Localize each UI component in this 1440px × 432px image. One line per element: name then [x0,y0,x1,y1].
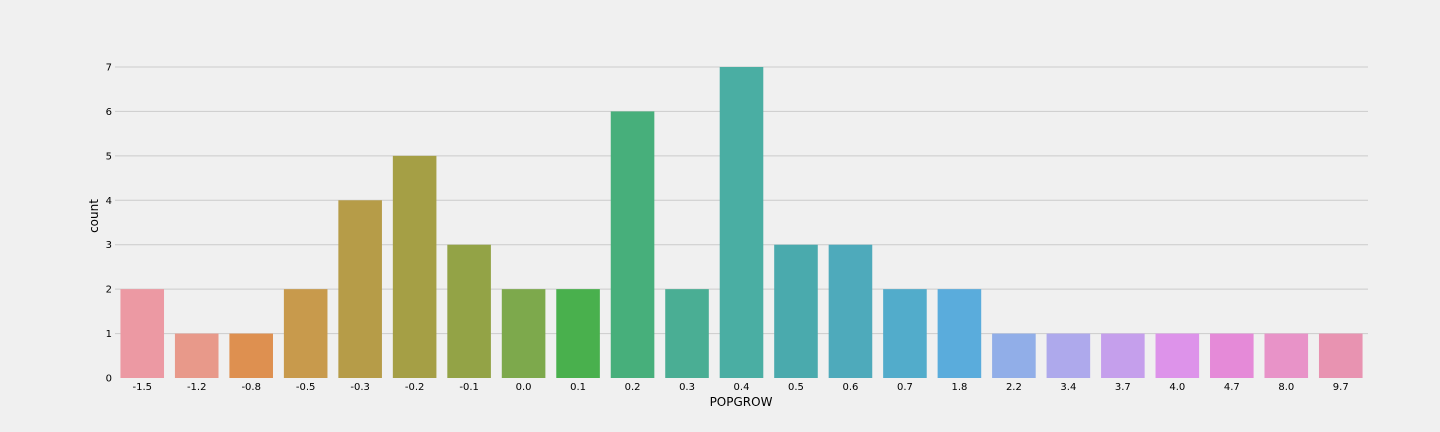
bar-0.0 [501,289,546,378]
x-tick-label: 0.4 [734,382,750,393]
y-tick-label: 6 [106,107,112,118]
x-tick-label: -0.3 [350,382,370,393]
y-tick-label: 7 [106,62,112,73]
bar-3.4 [1046,333,1091,378]
x-tick-label: 0.3 [679,382,695,393]
x-tick-label: -1.2 [187,382,207,393]
y-tick-label: 1 [106,329,112,340]
x-tick-labels: -1.5 -1.2 -0.8 -0.5 -0.3 -0.2 -0.1 0.0 0.1 0.2 0.3… [132,382,1348,393]
bar-2.2 [992,333,1036,378]
y-tick-labels: 0 1 2 3 4 5 6 7 [106,62,112,384]
bar-0.4 [719,66,764,379]
x-tick-label: 0.2 [625,382,641,393]
bar-0.5 [774,244,818,378]
bar-0.2 [610,111,655,379]
x-tick-label: 9.7 [1333,382,1349,393]
x-tick-label: -0.8 [241,382,261,393]
x-axis-label: POPGROW [710,395,773,409]
y-tick-label: 3 [106,240,112,251]
bar-9.7 [1318,333,1363,378]
x-tick-label: 1.8 [951,382,967,393]
x-tick-label: 8.0 [1278,382,1294,393]
bars-group [120,66,1363,379]
y-tick-label: 5 [106,151,112,162]
bar--1.5 [120,289,165,378]
bar--0.3 [338,200,382,378]
bar-8.0 [1264,333,1309,378]
x-tick-label: 2.2 [1006,382,1022,393]
bar--0.8 [229,333,273,378]
bar-0.7 [883,289,927,378]
bar-0.6 [828,244,873,378]
bar--0.5 [283,289,328,378]
x-tick-label: 4.7 [1224,382,1240,393]
bar-1.8 [937,289,982,378]
bar--1.2 [174,333,219,378]
x-tick-label: 0.7 [897,382,913,393]
x-tick-label: -1.5 [132,382,152,393]
x-tick-label: 3.4 [1060,382,1076,393]
x-tick-label: 4.0 [1169,382,1185,393]
bar-4.0 [1155,333,1200,378]
x-tick-label: -0.1 [459,382,479,393]
x-tick-label: 0.1 [570,382,586,393]
x-tick-label: -0.5 [296,382,316,393]
bar-0.1 [556,289,600,378]
x-tick-label: 0.0 [516,382,532,393]
y-axis-label: count [87,199,101,233]
bar--0.1 [447,244,491,378]
bar-0.3 [665,289,709,378]
x-tick-label: 0.5 [788,382,804,393]
bar-4.7 [1210,333,1254,378]
x-tick-label: -0.2 [405,382,425,393]
bar--0.2 [392,155,437,378]
y-tick-label: 2 [106,285,112,296]
y-tick-label: 4 [106,196,112,207]
bar-3.7 [1101,333,1145,378]
y-tick-label: 0 [106,374,112,385]
x-tick-label: 0.6 [843,382,859,393]
x-tick-label: 3.7 [1115,382,1131,393]
